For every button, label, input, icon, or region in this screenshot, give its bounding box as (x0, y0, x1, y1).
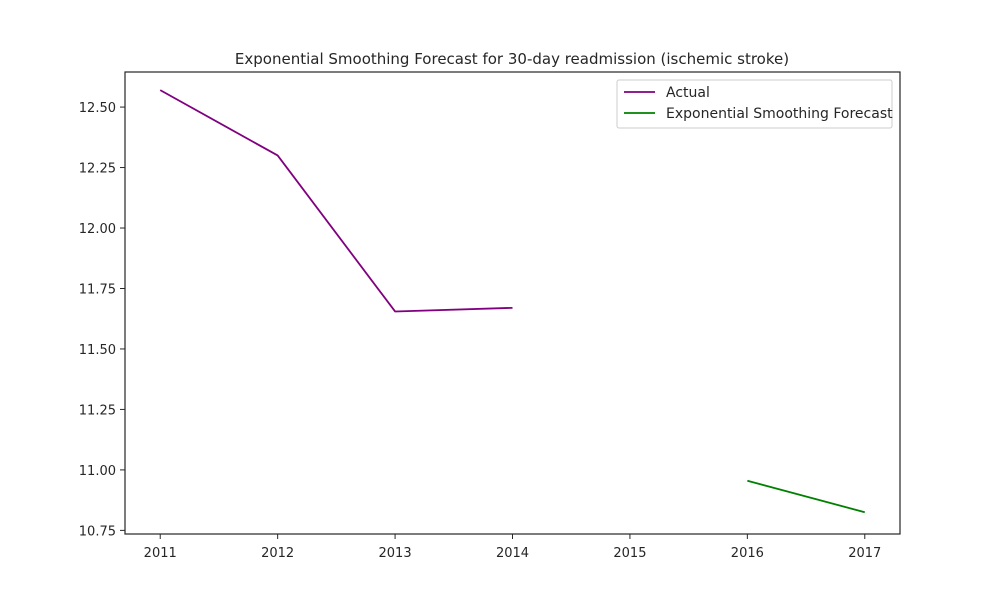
legend: Actual Exponential Smoothing Forecast (616, 79, 893, 129)
series-layer (159, 89, 866, 514)
x-tick-label: 2014 (496, 546, 529, 561)
x-tick-label: 2013 (379, 546, 412, 561)
legend-box (616, 79, 893, 129)
series-line-2 (747, 479, 866, 514)
x-tick-label: 2015 (613, 546, 646, 561)
legend-label-2: Exponential Smoothing Forecast (666, 106, 893, 122)
series-line-1 (159, 89, 513, 313)
y-tick-label: 11.50 (79, 343, 116, 358)
axes-layer: 2011 2012 2013 2014 2015 2016 2017 10.75 11.00 11… (79, 71, 901, 561)
y-tick-label: 12.00 (79, 222, 116, 237)
x-tick-label: 2011 (144, 546, 177, 561)
x-tick-label: 2012 (261, 546, 294, 561)
y-tick-label: 12.25 (79, 162, 116, 177)
y-tick-label: 12.50 (79, 101, 116, 116)
y-tick-label: 11.25 (79, 403, 116, 418)
x-tick-label: 2017 (848, 546, 881, 561)
y-tick-label: 10.75 (79, 524, 116, 539)
plot-frame (124, 71, 901, 535)
x-tick-label: 2016 (731, 546, 764, 561)
chart-title: Exponential Smoothing Forecast for 30-da… (235, 50, 789, 68)
y-tick-label: 11.75 (79, 282, 116, 297)
legend-label-1: Actual (666, 85, 710, 101)
y-tick-label: 11.00 (79, 464, 116, 479)
